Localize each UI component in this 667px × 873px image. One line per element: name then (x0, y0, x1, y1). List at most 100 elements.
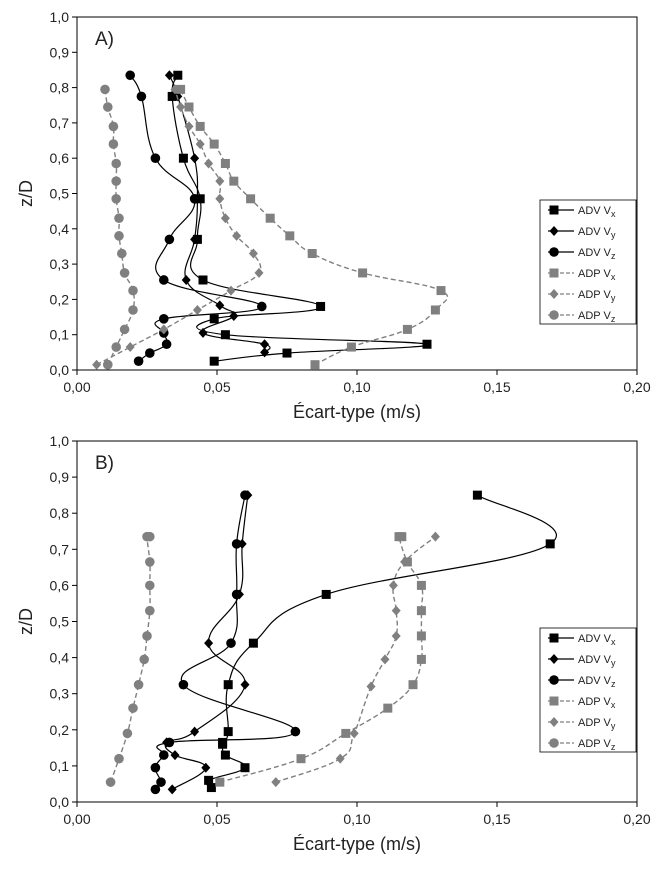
data-point (400, 556, 410, 567)
x-tick-label: 0,15 (483, 379, 510, 395)
data-point (260, 347, 270, 358)
data-point (133, 679, 144, 690)
legend-marker (549, 247, 559, 257)
series-line (179, 89, 449, 366)
data-point (103, 359, 113, 370)
y-tick-label: 0,8 (50, 80, 70, 96)
legend-label: ADV Vz (578, 675, 616, 689)
data-point (164, 737, 175, 748)
panel-label: B) (95, 453, 114, 474)
data-point (257, 301, 267, 312)
data-point (159, 314, 169, 324)
data-point (436, 286, 446, 296)
data-point (285, 231, 295, 241)
data-point (220, 330, 230, 340)
data-point (114, 231, 124, 241)
x-tick-label: 0,10 (343, 379, 370, 395)
x-tick-label: 0,05 (203, 379, 230, 395)
panel-label: A) (95, 29, 114, 50)
data-point (100, 84, 110, 95)
data-point (232, 230, 242, 241)
data-point (545, 539, 555, 549)
data-point (201, 762, 211, 773)
data-point (388, 580, 398, 591)
x-axis-label: Écart-type (m/s) (293, 402, 421, 422)
y-axis-label: z/D (16, 608, 36, 635)
data-point (103, 102, 113, 112)
data-point (215, 176, 225, 187)
legend-marker (549, 205, 559, 215)
data-point (206, 783, 216, 793)
data-point (167, 784, 177, 795)
data-point (176, 84, 186, 94)
data-point (145, 531, 155, 542)
y-tick-label: 1,0 (50, 433, 70, 449)
data-point (125, 342, 135, 353)
series-adp-vz (105, 531, 155, 787)
series-adv-vx (167, 70, 432, 366)
legend-marker (549, 268, 559, 278)
data-point (122, 728, 133, 739)
data-point (111, 176, 121, 186)
data-point (209, 356, 219, 366)
y-tick-label: 0,0 (50, 794, 70, 810)
data-point (111, 342, 121, 352)
data-point (229, 310, 239, 321)
legend-box (539, 199, 637, 325)
data-point (198, 275, 208, 285)
data-point (215, 777, 225, 787)
data-point (195, 139, 205, 150)
data-point (184, 102, 194, 112)
data-point (117, 248, 127, 259)
data-point (223, 727, 233, 737)
data-point (226, 285, 236, 296)
data-point (105, 777, 116, 787)
legend-marker (549, 738, 559, 748)
legend-label: ADV Vx (578, 205, 616, 219)
data-point (150, 153, 161, 163)
data-point (416, 580, 426, 590)
data-point (397, 532, 407, 542)
legend-marker (549, 696, 559, 706)
legend-marker (549, 310, 559, 320)
x-tick-label: 0,20 (623, 811, 650, 827)
data-point (220, 213, 230, 224)
legend-box (539, 627, 637, 753)
data-point (402, 324, 412, 334)
series-line (275, 536, 436, 783)
data-point (307, 249, 317, 259)
data-point (170, 84, 180, 95)
data-point (223, 680, 233, 690)
data-point (215, 193, 225, 204)
data-point (335, 753, 345, 764)
y-tick-label: 0,8 (50, 505, 70, 521)
data-point (271, 777, 281, 788)
x-axis-label: Écart-type (m/s) (293, 834, 421, 854)
legend: ADV Vx ADV Vy ADV Vz ADP Vx ADP Vy ADP Vz (539, 627, 637, 753)
data-point (383, 703, 393, 713)
y-tick-label: 0,0 (50, 362, 70, 378)
data-point (190, 153, 200, 164)
data-point (358, 268, 368, 278)
series-adv-vx (204, 490, 558, 793)
data-point (164, 70, 174, 81)
data-point (114, 753, 124, 764)
data-point (189, 193, 200, 204)
legend-label: ADP Vx (578, 696, 616, 710)
y-tick-label: 0,2 (50, 291, 70, 307)
y-tick-label: 0,1 (50, 758, 70, 774)
y-tick-label: 1,0 (50, 9, 70, 25)
series-line (168, 74, 271, 353)
data-point (246, 194, 256, 204)
y-tick-label: 0,1 (50, 327, 70, 343)
data-point (198, 327, 208, 338)
data-point (240, 763, 250, 773)
data-point (119, 324, 130, 335)
data-point (108, 139, 119, 149)
data-point (111, 193, 121, 204)
data-point (215, 300, 225, 311)
data-point (128, 285, 138, 296)
data-point (159, 275, 169, 285)
legend-label: ADP Vx (578, 268, 616, 282)
data-point (178, 679, 189, 690)
